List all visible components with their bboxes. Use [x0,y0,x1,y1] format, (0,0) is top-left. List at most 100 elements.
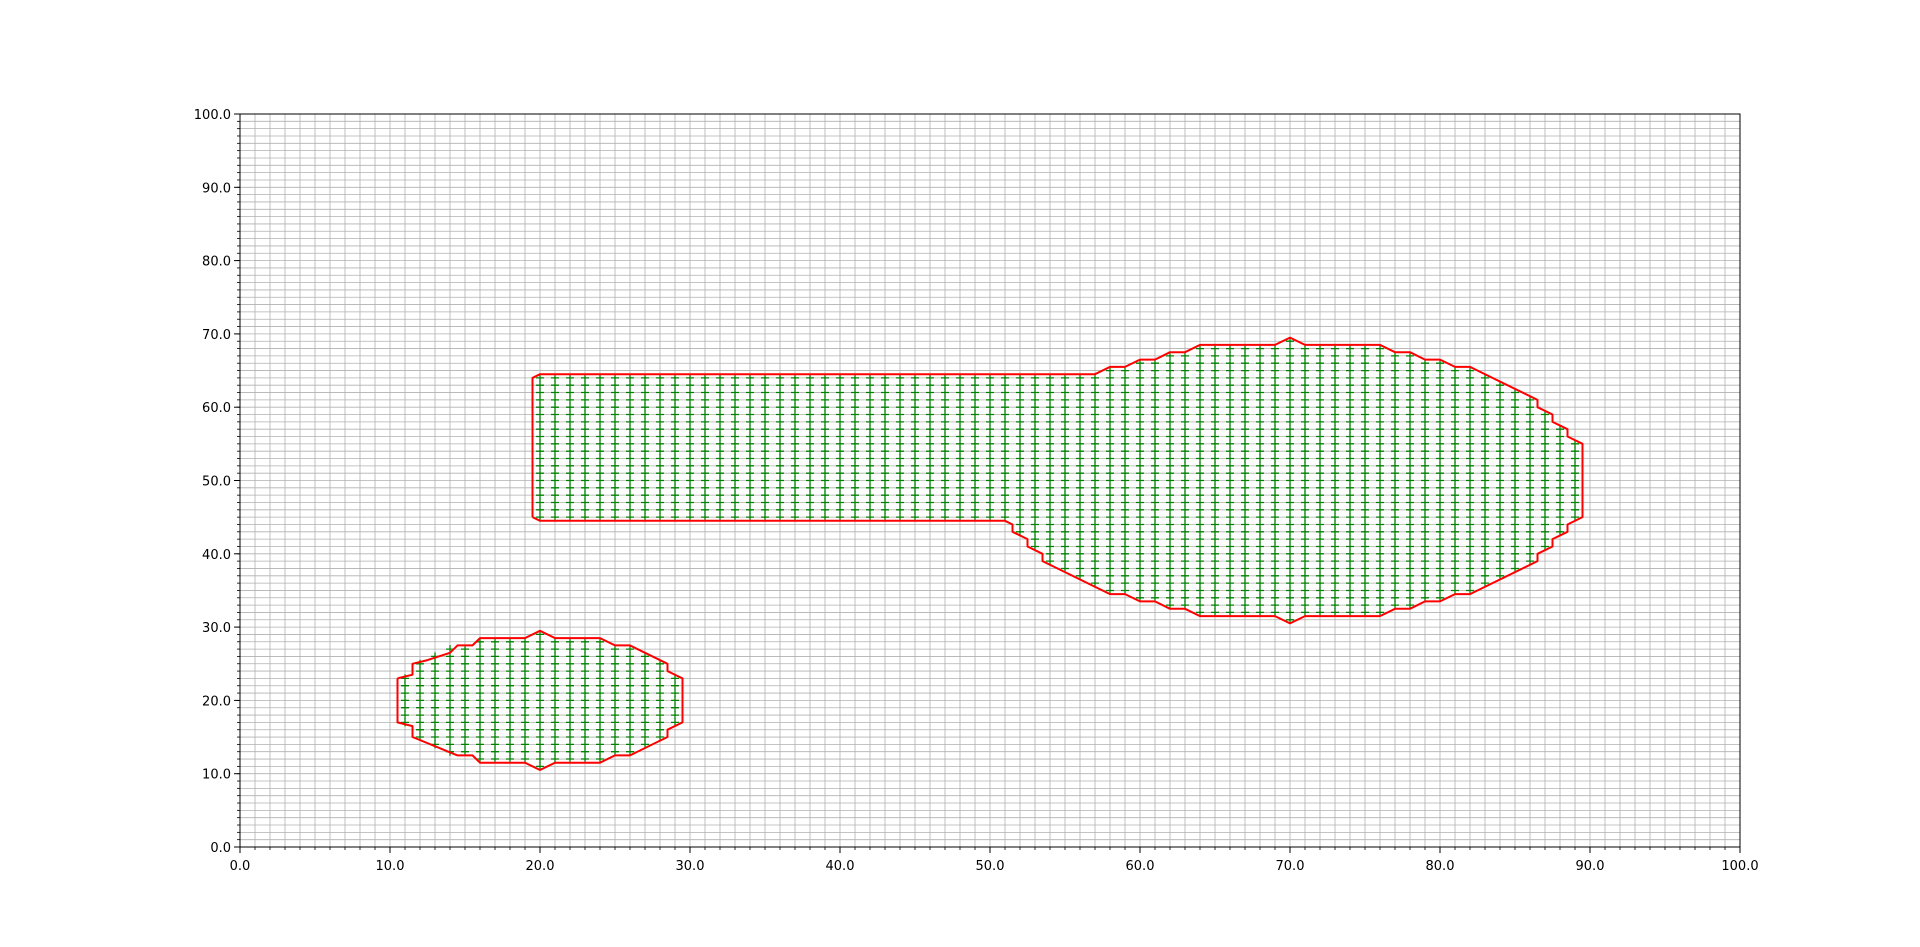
fill-point-1 [656,696,664,705]
fill-point-2 [1091,410,1099,419]
fill-point-1 [581,725,589,734]
fill-point-2 [731,432,739,441]
fill-point-2 [1226,491,1234,500]
fill-point-1 [461,718,469,727]
fill-point-2 [671,461,679,470]
fill-point-2 [686,425,694,434]
fill-point-2 [761,505,769,514]
fill-point-2 [806,417,814,426]
fill-point-2 [1046,432,1054,441]
fill-point-1 [551,659,559,668]
fill-point-2 [881,505,889,514]
fill-point-1 [566,733,574,741]
fill-point-2 [1001,469,1009,478]
fill-point-2 [1196,359,1204,368]
fill-point-2 [1196,564,1204,573]
fill-point-2 [1181,498,1189,507]
fill-point-2 [941,454,949,463]
fill-point-2 [746,513,754,522]
fill-point-2 [896,513,904,522]
fill-point-2 [1301,469,1309,478]
fill-point-2 [1166,542,1174,551]
fill-point-2 [1211,351,1219,360]
fill-point-2 [1421,579,1429,588]
fill-point-2 [1301,527,1309,536]
fill-point-2 [1301,461,1309,470]
fill-point-2 [1106,483,1114,492]
fill-point-2 [1001,410,1009,419]
fill-point-2 [1016,454,1024,463]
fill-point-2 [536,417,544,426]
fill-point-2 [1571,498,1579,507]
fill-point-1 [596,659,604,668]
fill-point-1 [641,725,649,734]
fill-point-1 [611,667,619,676]
fill-point-2 [1361,608,1369,617]
fill-point-2 [1061,454,1069,463]
fill-point-2 [1526,527,1534,536]
fill-point-1 [626,696,634,705]
fill-point-2 [1376,351,1384,360]
fill-point-1 [506,711,514,720]
fill-point-2 [1031,513,1039,522]
fill-point-2 [896,373,904,382]
fill-point-2 [536,410,544,419]
fill-point-2 [686,403,694,412]
fill-point-2 [1406,461,1414,470]
fill-point-2 [956,417,964,426]
fill-point-2 [941,388,949,397]
fill-point-1 [431,667,439,676]
fill-point-2 [1061,381,1069,390]
fill-point-2 [1091,425,1099,434]
fill-point-2 [1391,593,1399,602]
fill-point-2 [1091,542,1099,551]
fill-point-2 [1241,359,1249,368]
fill-point-2 [1481,513,1489,522]
fill-point-2 [851,439,859,448]
fill-point-2 [626,425,634,434]
fill-point-2 [1211,417,1219,426]
fill-point-2 [1076,388,1084,397]
fill-point-2 [1286,593,1294,602]
fill-point-2 [1166,417,1174,426]
fill-point-2 [836,417,844,426]
fill-point-2 [1226,432,1234,441]
fill-point-2 [551,425,559,434]
fill-point-2 [1151,381,1159,390]
fill-point-2 [1496,461,1504,470]
fill-point-2 [1346,439,1354,448]
fill-point-2 [671,505,679,514]
fill-point-2 [776,417,784,426]
fill-point-2 [596,461,604,470]
fill-point-2 [1496,388,1504,397]
fill-point-2 [1076,476,1084,485]
fill-point-2 [1376,373,1384,382]
fill-point-2 [1061,542,1069,551]
fill-point-2 [1091,535,1099,544]
fill-point-1 [476,703,484,712]
fill-point-2 [1511,454,1519,463]
fill-point-2 [1301,608,1309,617]
fill-point-2 [1286,608,1294,617]
fill-point-2 [1331,483,1339,492]
fill-point-2 [1046,403,1054,412]
fill-point-2 [626,417,634,426]
fill-point-1 [581,711,589,720]
fill-point-2 [1226,454,1234,463]
fill-point-1 [446,733,454,741]
fill-point-2 [971,483,979,492]
fill-point-2 [1031,388,1039,397]
fill-point-2 [1361,351,1369,360]
fill-point-2 [1136,403,1144,412]
fill-point-2 [1406,439,1414,448]
fill-point-2 [1511,476,1519,485]
fill-point-2 [941,381,949,390]
fill-point-2 [1061,520,1069,529]
fill-point-2 [596,403,604,412]
fill-point-2 [1046,527,1054,536]
fill-point-2 [1151,513,1159,522]
fill-point-2 [911,469,919,478]
fill-point-2 [536,469,544,478]
fill-point-2 [1256,535,1264,544]
fill-point-2 [1511,557,1519,566]
